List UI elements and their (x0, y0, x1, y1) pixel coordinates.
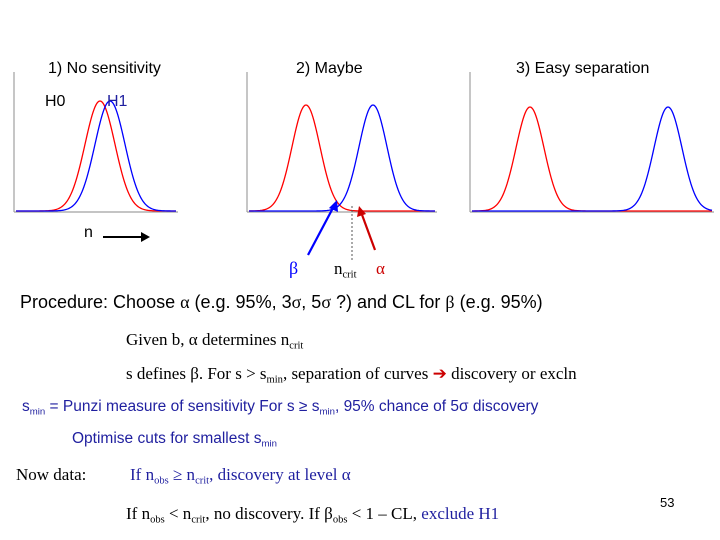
procedure-text: Procedure: Choose α (e.g. 95%, 3σ, 5σ ?)… (20, 292, 543, 312)
now-data-label: Now data: (16, 465, 87, 484)
panel3-title: 3) Easy separation (516, 60, 650, 77)
panel1-h0-curve (16, 100, 176, 212)
given-b-text: Given b, α determines ncrit (126, 330, 304, 352)
panel2-title: 2) Maybe (296, 60, 363, 77)
ncrit-label: ncrit (334, 259, 357, 281)
page-number: 53 (660, 495, 675, 510)
distribution-plots (13, 72, 714, 260)
panel1-h1-curve (16, 100, 176, 212)
panel2-h0-curve (248, 104, 435, 212)
n-arrowhead (141, 232, 150, 242)
beta-label: β (289, 258, 299, 278)
exclusion-rule-text: If nobs < ncrit, no discovery. If βobs <… (126, 504, 500, 526)
panel3-h1-curve (472, 106, 713, 212)
n-axis-label: n (84, 224, 93, 241)
panel2-h1-curve (249, 104, 435, 212)
optimise-text: Optimise cuts for smallest smin (72, 430, 277, 450)
beta-arrow (307, 205, 335, 256)
panel1-title: 1) No sensitivity (48, 60, 161, 77)
beta-arrowhead (329, 200, 338, 212)
h1-label: H1 (107, 93, 128, 110)
alpha-arrowhead (357, 206, 366, 217)
alpha-label: α (376, 259, 385, 278)
discovery-rule-text: If nobs ≥ ncrit, discovery at level α (130, 465, 351, 487)
h0-label: H0 (45, 93, 66, 110)
punzi-text: smin = Punzi measure of sensitivity For … (22, 398, 539, 418)
s-defines-text: s defines β. For s > smin, separation of… (126, 364, 577, 386)
alpha-arrow (359, 211, 377, 251)
